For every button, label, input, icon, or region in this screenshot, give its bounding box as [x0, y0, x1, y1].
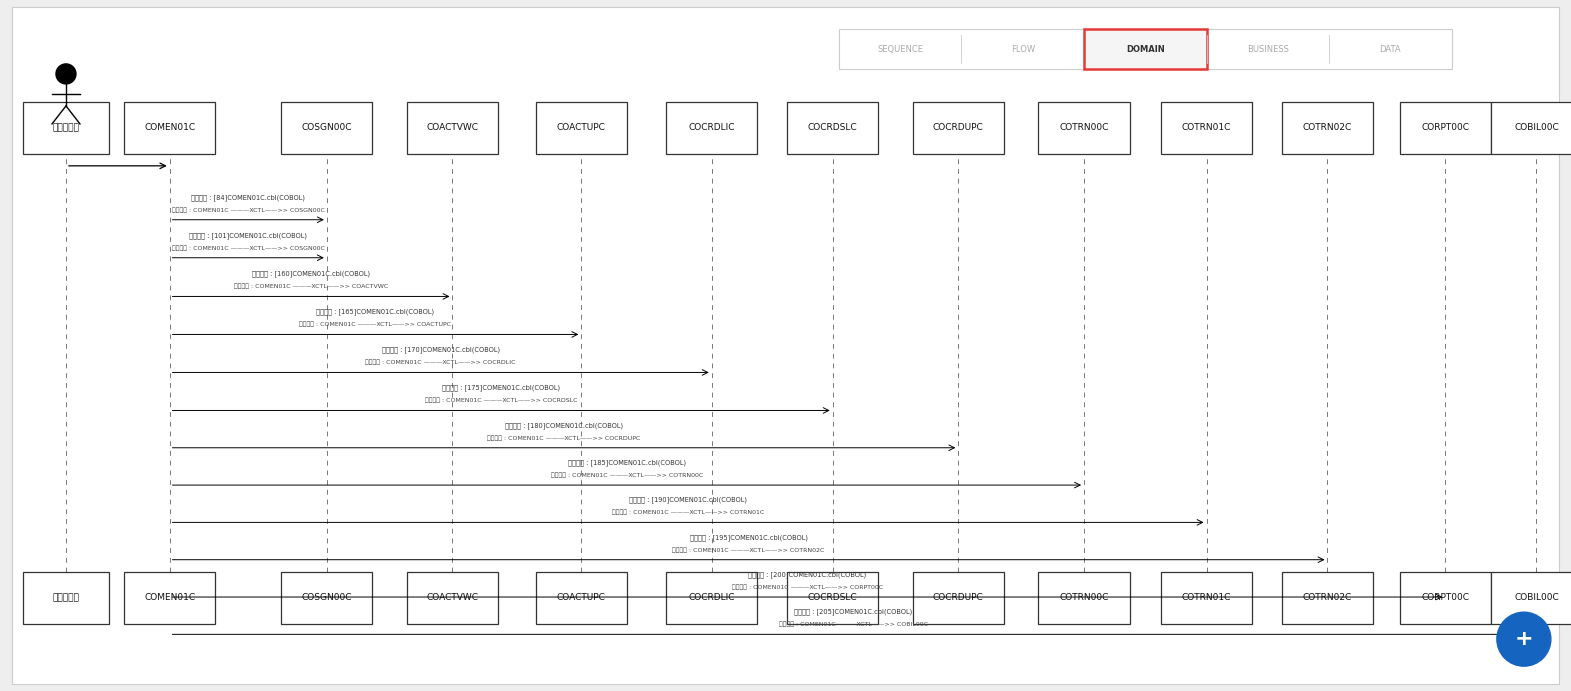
Bar — [1161, 572, 1252, 623]
Bar — [1038, 102, 1130, 154]
Text: 호출관계 : COMEN01C ———XCTL——>> COTRN00C: 호출관계 : COMEN01C ———XCTL——>> COTRN00C — [551, 473, 702, 478]
Text: BUSINESS: BUSINESS — [1247, 44, 1288, 54]
Text: COTRN01C: COTRN01C — [1181, 593, 1232, 603]
Text: COACTVWC: COACTVWC — [426, 123, 479, 133]
Bar — [281, 572, 372, 623]
Text: 호출관계 : COMEN01C ———XCTL——>> COCRDLIC: 호출관계 : COMEN01C ———XCTL——>> COCRDLIC — [366, 360, 515, 366]
Text: 호출관계 : COMEN01C ———XCTL——>> COTRN02C: 호출관계 : COMEN01C ———XCTL——>> COTRN02C — [672, 547, 825, 553]
Bar — [913, 102, 1004, 154]
Text: COTRN00C: COTRN00C — [1059, 123, 1109, 133]
Text: DATA: DATA — [1379, 44, 1401, 54]
Bar — [124, 572, 215, 623]
Text: COMEN01C: COMEN01C — [145, 123, 195, 133]
Text: 호출관계 : COMEN01C ———XCTL——>> COSGN00C: 호출관계 : COMEN01C ———XCTL——>> COSGN00C — [171, 245, 325, 251]
Text: COSGN00C: COSGN00C — [302, 123, 352, 133]
Text: COCRDUPC: COCRDUPC — [933, 593, 983, 603]
Text: 호출위치 : [195]COMEN01C.cbl(COBOL): 호출위치 : [195]COMEN01C.cbl(COBOL) — [690, 534, 807, 541]
Text: 호출위치 : [200]COMEN01C.cbl(COBOL): 호출위치 : [200]COMEN01C.cbl(COBOL) — [748, 571, 867, 578]
Text: 호출관계 : COMEN01C ———XCTL——>> COTRN01C: 호출관계 : COMEN01C ———XCTL——>> COTRN01C — [613, 510, 764, 515]
Text: COBIL00C: COBIL00C — [1514, 593, 1558, 603]
Circle shape — [1497, 612, 1551, 666]
Text: 호출위치 : [205]COMEN01C.cbl(COBOL): 호출위치 : [205]COMEN01C.cbl(COBOL) — [793, 609, 913, 616]
Text: COACTUPC: COACTUPC — [556, 593, 606, 603]
Bar — [536, 102, 627, 154]
Bar — [1038, 572, 1130, 623]
Bar — [1491, 102, 1571, 154]
Text: 호출위치 : [170]COMEN01C.cbl(COBOL): 호출위치 : [170]COMEN01C.cbl(COBOL) — [382, 347, 500, 354]
Text: 클라이언트: 클라이언트 — [52, 123, 80, 133]
Circle shape — [57, 64, 75, 84]
Text: 호출관계 : COMEN01C ———XCTL——>> COSGN00C: 호출관계 : COMEN01C ———XCTL——>> COSGN00C — [171, 207, 325, 213]
Bar — [787, 572, 878, 623]
Text: 호출위치 : [84]COMEN01C.cbl(COBOL): 호출위치 : [84]COMEN01C.cbl(COBOL) — [192, 194, 305, 201]
Bar — [913, 572, 1004, 623]
Text: 호출위치 : [180]COMEN01C.cbl(COBOL): 호출위치 : [180]COMEN01C.cbl(COBOL) — [504, 422, 624, 429]
Bar — [536, 572, 627, 623]
Text: COBIL00C: COBIL00C — [1514, 123, 1558, 133]
Text: COCRDSLC: COCRDSLC — [807, 123, 858, 133]
Text: COTRN00C: COTRN00C — [1059, 593, 1109, 603]
Text: 호출위치 : [190]COMEN01C.cbl(COBOL): 호출위치 : [190]COMEN01C.cbl(COBOL) — [628, 497, 748, 504]
Bar — [407, 102, 498, 154]
Text: 호출관계 : COMEN01C ———XCTL——>> CORPT00C: 호출관계 : COMEN01C ———XCTL——>> CORPT00C — [732, 585, 883, 590]
Text: 호출위치 : [165]COMEN01C.cbl(COBOL): 호출위치 : [165]COMEN01C.cbl(COBOL) — [316, 309, 435, 316]
Bar — [666, 572, 757, 623]
Text: 호출관계 : COMEN01C ———XCTL——>> COACTUPC: 호출관계 : COMEN01C ———XCTL——>> COACTUPC — [300, 322, 451, 328]
Text: 호출관계 : COMEN01C ———XCTL——>> COBIL00C: 호출관계 : COMEN01C ———XCTL——>> COBIL00C — [779, 622, 927, 627]
Text: COSGN00C: COSGN00C — [302, 593, 352, 603]
Bar — [787, 102, 878, 154]
Bar — [1400, 572, 1491, 623]
Text: 호출관계 : COMEN01C ———XCTL——>> COCRDUPC: 호출관계 : COMEN01C ———XCTL——>> COCRDUPC — [487, 435, 641, 441]
Text: COMEN01C: COMEN01C — [145, 593, 195, 603]
Text: COCRDLIC: COCRDLIC — [688, 593, 735, 603]
Bar — [281, 102, 372, 154]
Text: 클라이언트: 클라이언트 — [52, 593, 80, 603]
Text: COACTVWC: COACTVWC — [426, 593, 479, 603]
Text: CORPT00C: CORPT00C — [1422, 593, 1469, 603]
Text: COCRDUPC: COCRDUPC — [933, 123, 983, 133]
Text: +: + — [1514, 630, 1533, 649]
Text: 호출위치 : [160]COMEN01C.cbl(COBOL): 호출위치 : [160]COMEN01C.cbl(COBOL) — [251, 271, 371, 278]
Text: 호출관계 : COMEN01C ———XCTL——>> COCRDSLC: 호출관계 : COMEN01C ———XCTL——>> COCRDSLC — [424, 398, 578, 404]
Bar — [1491, 572, 1571, 623]
Bar — [22, 102, 110, 154]
Text: COCRDLIC: COCRDLIC — [688, 123, 735, 133]
Text: SEQUENCE: SEQUENCE — [877, 44, 924, 54]
Bar — [1282, 102, 1373, 154]
Bar — [1084, 29, 1207, 69]
Bar — [666, 102, 757, 154]
Text: 호출관계 : COMEN01C ———XCTL——>> COACTVWC: 호출관계 : COMEN01C ———XCTL——>> COACTVWC — [234, 284, 388, 290]
Bar — [124, 102, 215, 154]
Text: 호출위치 : [175]COMEN01C.cbl(COBOL): 호출위치 : [175]COMEN01C.cbl(COBOL) — [441, 385, 561, 392]
Text: FLOW: FLOW — [1010, 44, 1035, 54]
Text: COCRDSLC: COCRDSLC — [807, 593, 858, 603]
Text: DOMAIN: DOMAIN — [1126, 44, 1164, 54]
Text: COTRN01C: COTRN01C — [1181, 123, 1232, 133]
Text: COTRN02C: COTRN02C — [1302, 593, 1353, 603]
Bar — [22, 572, 110, 623]
Bar — [1400, 102, 1491, 154]
Bar — [1282, 572, 1373, 623]
Text: COACTUPC: COACTUPC — [556, 123, 606, 133]
Bar — [1161, 102, 1252, 154]
Bar — [407, 572, 498, 623]
Bar — [839, 29, 1452, 69]
Text: 호출위치 : [101]COMEN01C.cbl(COBOL): 호출위치 : [101]COMEN01C.cbl(COBOL) — [189, 232, 308, 239]
Text: CORPT00C: CORPT00C — [1422, 123, 1469, 133]
Text: 호출위치 : [185]COMEN01C.cbl(COBOL): 호출위치 : [185]COMEN01C.cbl(COBOL) — [567, 460, 687, 466]
Text: COTRN02C: COTRN02C — [1302, 123, 1353, 133]
